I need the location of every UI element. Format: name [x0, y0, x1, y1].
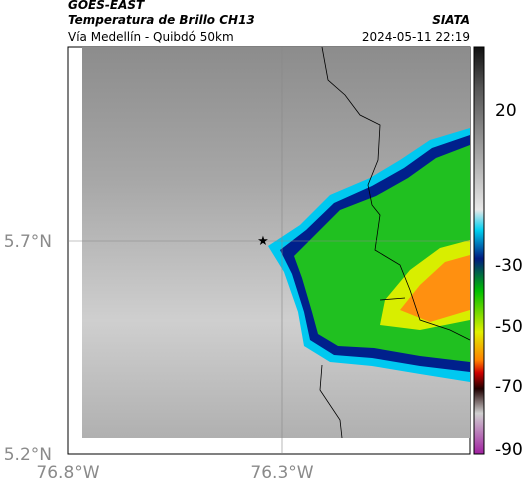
borders	[319, 46, 471, 439]
colorbar-tick: -70	[495, 377, 523, 397]
colorbar-tick: -90	[495, 440, 523, 460]
colorbar	[473, 46, 485, 455]
lon-label: 76.8°W	[36, 463, 99, 483]
datetime: 2024-05-11 22:19	[362, 30, 470, 44]
colorbar-tick: 20	[495, 101, 517, 121]
lon-label: 76.3°W	[250, 463, 313, 483]
colorbar-tick: -50	[495, 317, 523, 337]
org: SIATA	[432, 13, 470, 27]
lat-label: 5.7°N	[4, 232, 52, 252]
subtitle: Vía Medellín - Quibdó 50km	[68, 30, 234, 44]
source: GOES-EAST	[68, 0, 145, 12]
location-marker: ★	[257, 234, 269, 249]
title: Temperatura de Brillo CH13	[68, 13, 255, 27]
lat-label: 5.2°N	[4, 445, 52, 465]
colorbar-tick: -30	[495, 256, 523, 276]
